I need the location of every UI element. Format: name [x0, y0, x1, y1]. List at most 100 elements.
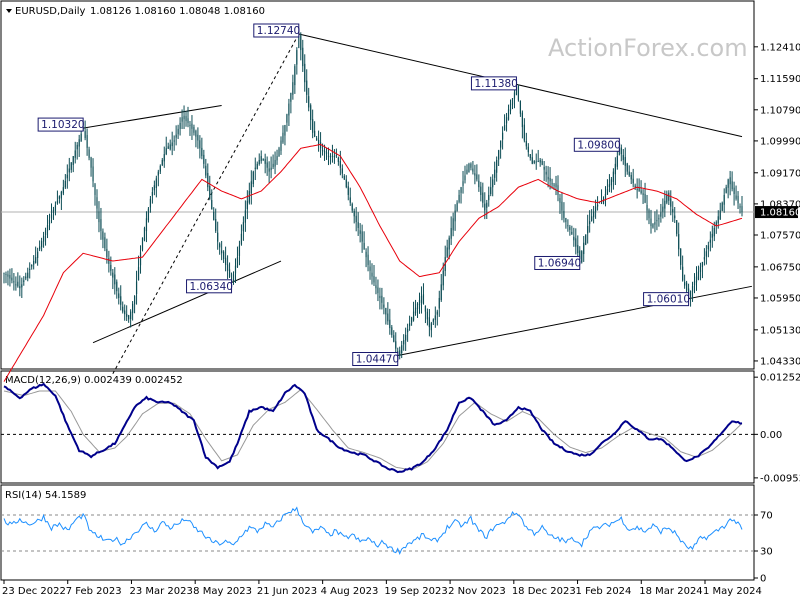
candle-body — [553, 184, 555, 186]
candle-body — [339, 161, 341, 168]
candle-body — [620, 147, 622, 155]
candle-body — [521, 112, 523, 128]
candle-body — [731, 181, 733, 190]
candle-body — [422, 294, 425, 304]
price-label-box — [186, 279, 233, 294]
price-axis-label: 1.07570 — [760, 230, 800, 241]
candle-body — [628, 171, 630, 176]
candle-body — [458, 194, 460, 202]
candle-body — [642, 193, 644, 195]
candle-body — [723, 194, 725, 205]
candle-body — [304, 63, 306, 83]
candle-body — [296, 50, 298, 65]
candle-body — [207, 173, 209, 188]
candle-body — [622, 155, 624, 160]
candle-body — [563, 211, 565, 219]
candle-body — [591, 216, 593, 221]
candle-body — [234, 265, 237, 274]
candle-body — [680, 248, 682, 265]
candle-body — [456, 202, 458, 211]
candle-body — [258, 159, 260, 165]
candle-body — [100, 219, 102, 231]
candle-body — [159, 165, 161, 172]
candle-body — [737, 195, 739, 204]
candle-body — [203, 154, 205, 164]
candle-body — [703, 257, 706, 260]
candle-body — [120, 296, 122, 305]
candle-body — [503, 124, 506, 131]
candle-body — [33, 261, 35, 265]
date-axis-label: 18 Dec 2023 — [512, 586, 576, 597]
candle-body — [640, 190, 642, 193]
candle-body — [482, 192, 484, 203]
candle-body — [636, 189, 638, 191]
macd-panel-frame — [0, 370, 755, 484]
candle-body — [66, 174, 68, 179]
price-axis-label: 1.10790 — [760, 105, 800, 116]
dropdown-triangle-icon[interactable] — [6, 9, 12, 13]
candle-body — [335, 155, 337, 157]
candle-body — [579, 250, 581, 260]
candle-body — [525, 141, 527, 147]
candle-body — [691, 286, 694, 292]
candle-body — [391, 327, 393, 335]
candle-body — [709, 239, 711, 243]
candle-body — [278, 148, 280, 157]
candle-body — [128, 315, 130, 320]
candle-body — [357, 222, 359, 228]
candle-body — [13, 281, 15, 283]
candle-body — [193, 127, 195, 133]
candle-body — [424, 305, 427, 312]
candle-body — [60, 191, 62, 199]
candle-body — [116, 281, 118, 292]
candle-body — [610, 179, 613, 186]
candle-body — [727, 179, 729, 188]
candle-body — [39, 246, 41, 250]
candle-body — [141, 237, 144, 250]
rsi-axis-label: 70 — [760, 511, 773, 522]
rsi-axis-label: 0 — [760, 574, 766, 585]
candle-body — [292, 82, 294, 95]
candle-body — [23, 280, 25, 282]
candle-body — [598, 202, 601, 204]
candle-body — [523, 124, 525, 141]
price-axis-label: 1.04330 — [760, 356, 800, 367]
candle-body — [31, 264, 33, 267]
candle-body — [294, 66, 296, 86]
candle-body — [205, 165, 207, 176]
candle-body — [543, 166, 545, 170]
candle-body — [567, 225, 569, 227]
watermark: ActionForex.com — [548, 34, 748, 62]
candle-body — [179, 123, 181, 129]
candle-body — [252, 171, 254, 185]
candle-body — [434, 315, 436, 320]
candle-body — [9, 274, 11, 279]
candle-body — [351, 203, 353, 211]
candle-body — [108, 258, 110, 264]
date-axis-label: 2 Nov 2023 — [448, 586, 506, 597]
candle-body — [713, 227, 715, 237]
date-axis-label: 1 Feb 2024 — [576, 586, 632, 597]
candle-body — [399, 350, 401, 356]
candle-body — [410, 317, 413, 323]
candle-body — [658, 218, 660, 220]
candle-body — [98, 211, 100, 223]
price-label: 1.09800 — [577, 139, 620, 151]
candle-body — [559, 198, 561, 203]
moving-average-line — [3, 143, 743, 382]
candle-body — [672, 209, 674, 213]
candle-body — [517, 86, 520, 101]
candle-body — [323, 150, 326, 153]
macd-signal-line — [3, 388, 743, 471]
candle-body — [306, 80, 308, 95]
candle-body — [494, 169, 496, 178]
candle-body — [319, 142, 322, 149]
candle-body — [302, 47, 304, 67]
candle-body — [288, 103, 290, 116]
price-label: 1.04470 — [356, 354, 399, 366]
candle-body — [686, 282, 688, 291]
candle-body — [454, 210, 456, 222]
price-axis-label: 1.06750 — [760, 262, 800, 273]
price-axis-label: 1.11590 — [760, 74, 800, 85]
candle-body — [549, 178, 551, 182]
